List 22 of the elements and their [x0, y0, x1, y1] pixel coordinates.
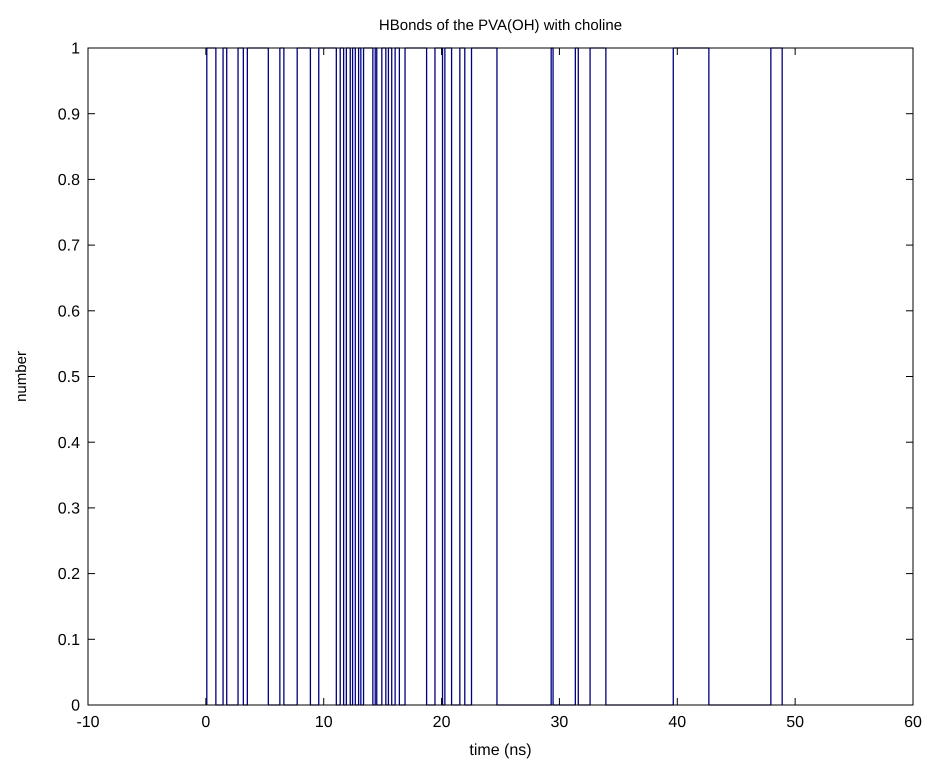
y-tick-label: 0.9 — [58, 106, 80, 124]
x-axis-title: time (ns) — [469, 742, 532, 759]
y-axis-title: number — [13, 351, 30, 402]
y-tick-label: 0.6 — [58, 303, 80, 320]
y-tick-label: 0.5 — [58, 369, 80, 386]
y-tick-label: 0.1 — [58, 632, 80, 649]
y-tick-label: 0.4 — [58, 434, 80, 452]
x-tick-label: 50 — [786, 714, 804, 731]
y-tick-label: 0.7 — [58, 238, 80, 255]
x-tick-label: -10 — [76, 714, 100, 731]
x-tick-label: 20 — [432, 714, 451, 731]
y-tick-label: 0 — [71, 698, 80, 715]
y-tick-label: 0.2 — [58, 566, 80, 584]
x-tick-label: 60 — [904, 714, 922, 731]
x-tick-label: 10 — [314, 714, 333, 731]
y-tick-label: 1 — [71, 40, 80, 58]
x-tick-label: 0 — [201, 714, 210, 731]
y-tick-label: 0.3 — [58, 500, 80, 518]
chart-title: HBonds of the PVA(OH) with choline — [378, 17, 622, 34]
x-tick-label: 40 — [668, 714, 686, 731]
x-tick-label: 30 — [550, 714, 568, 731]
y-tick-label: 0.8 — [58, 172, 80, 189]
